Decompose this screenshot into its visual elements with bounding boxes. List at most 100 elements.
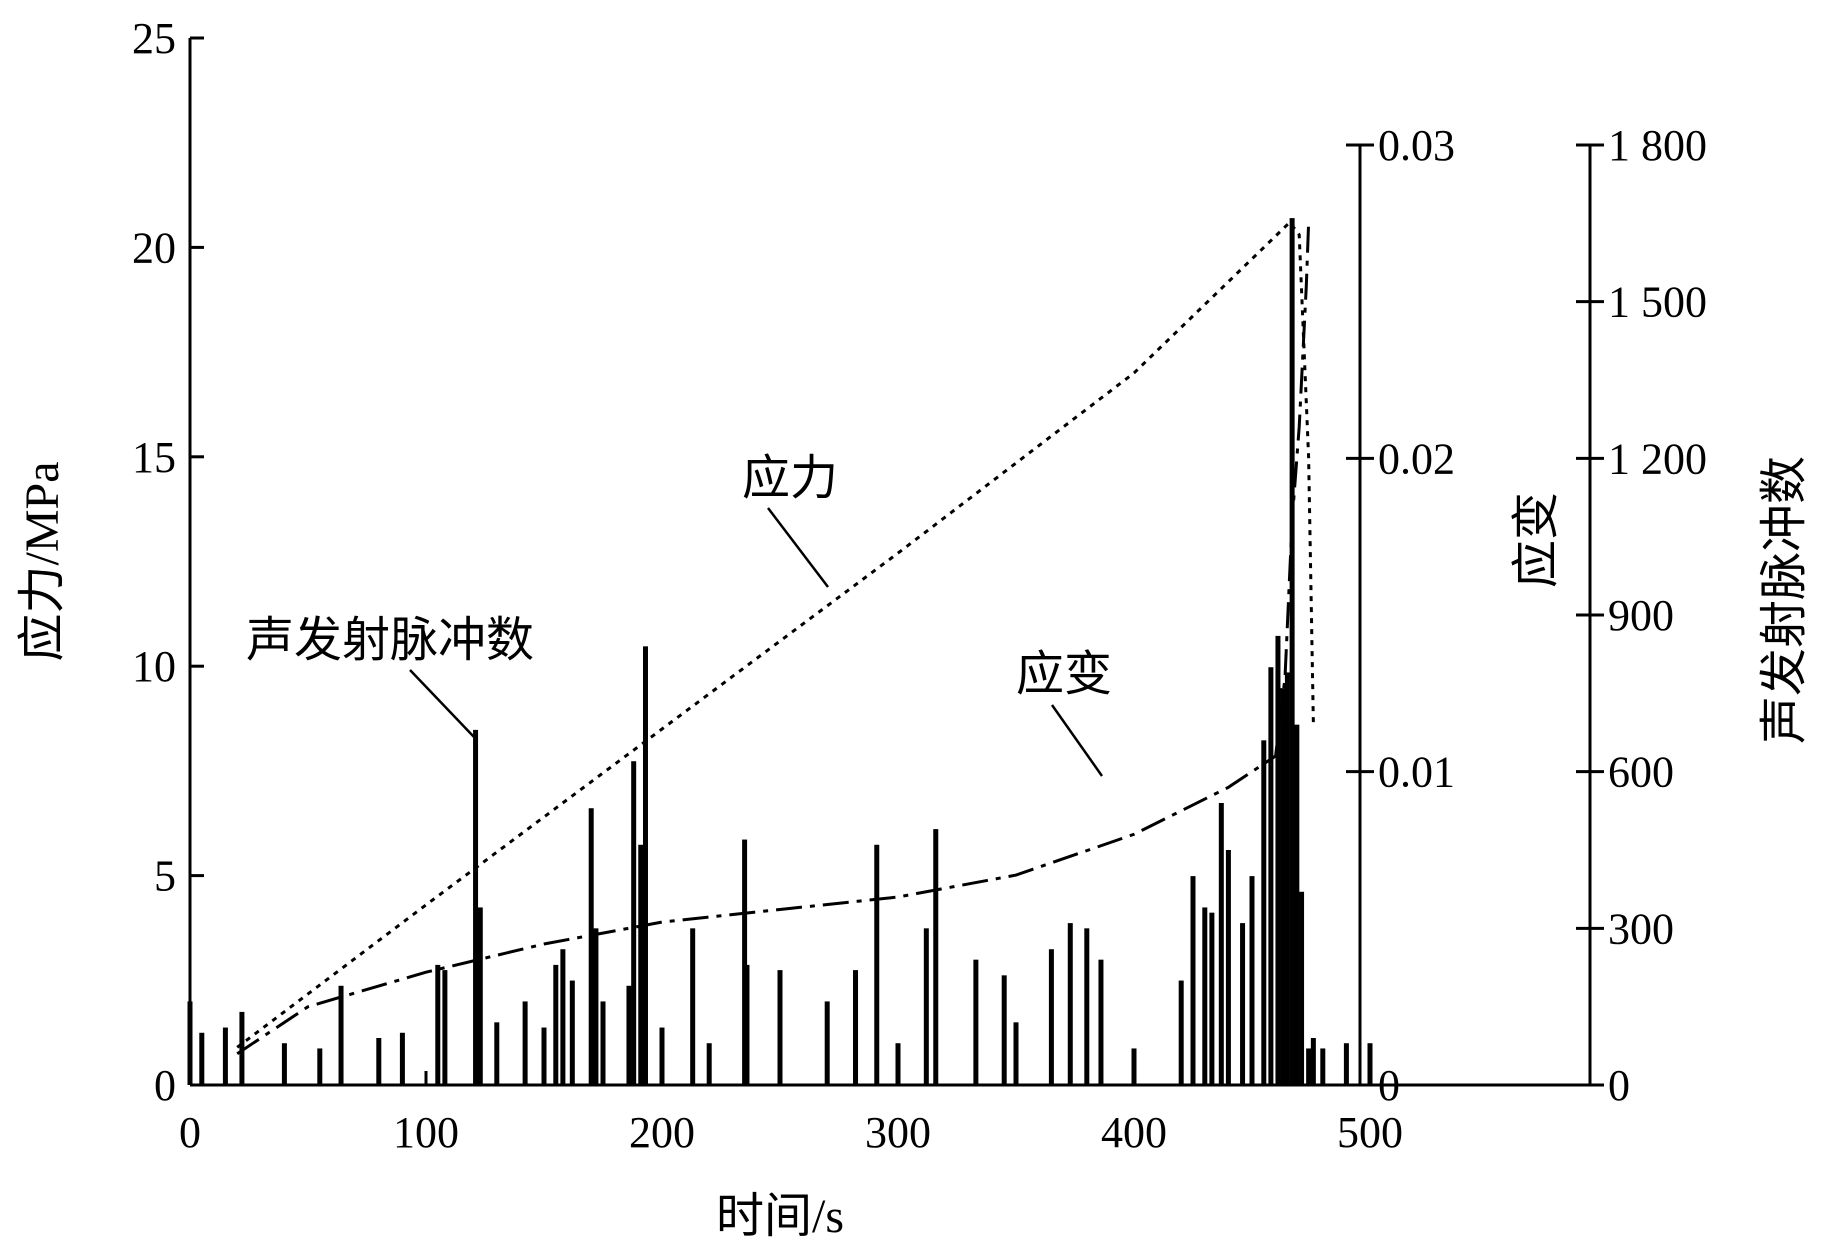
ae-bar xyxy=(560,949,566,1085)
annotation-label: 声发射脉冲数 xyxy=(246,614,534,667)
annotation-leader xyxy=(1050,704,1104,777)
ae-bar xyxy=(553,964,559,1085)
ae-bar xyxy=(399,1032,405,1085)
ae-bar xyxy=(1067,923,1073,1085)
ae-bar xyxy=(1190,876,1196,1085)
annotation-leader xyxy=(409,669,475,738)
series-line-stress xyxy=(236,220,1315,1049)
x-tick-label: 300 xyxy=(865,1108,931,1157)
ae-bar xyxy=(895,1043,901,1085)
stress-tick-label: 10 xyxy=(132,642,176,691)
series-lines xyxy=(236,220,1315,1055)
ae-bar xyxy=(1280,688,1286,1085)
ae-bar xyxy=(222,1027,228,1085)
ae-pulse-bars xyxy=(187,218,1373,1086)
ae-bar xyxy=(1268,667,1274,1085)
series-line-strain xyxy=(236,223,1311,1055)
ae-tick-label: 0 xyxy=(1608,1061,1630,1110)
ae-bar xyxy=(569,980,575,1085)
ae-bar xyxy=(593,928,599,1085)
ae-tick-label: 1 800 xyxy=(1608,121,1707,170)
axes: 0 100 200 300 400 500 时间/s 0 5 10 15 20 25 应力/MPa 0 0.0… xyxy=(16,14,1811,1243)
ae-bar xyxy=(1306,1048,1312,1085)
ae-axis-title: 声发射脉冲数 xyxy=(1758,456,1811,744)
ae-bar xyxy=(1275,635,1281,1085)
ae-bar xyxy=(1013,1022,1019,1085)
strain-tick-label: 0.03 xyxy=(1378,121,1455,170)
ae-bar xyxy=(853,970,859,1085)
stress-axis-title: 应力/MPa xyxy=(16,461,69,661)
ae-bar xyxy=(1284,672,1290,1085)
ae-bar xyxy=(690,928,696,1085)
ae-bar xyxy=(376,1038,382,1085)
ae-bar xyxy=(1098,959,1104,1085)
x-tick-label: 500 xyxy=(1337,1108,1403,1157)
ae-bar xyxy=(541,1027,547,1085)
ae-bar xyxy=(1202,907,1208,1085)
ae-bar xyxy=(1209,912,1215,1085)
ae-bar xyxy=(1240,923,1246,1085)
stress-tick-label: 15 xyxy=(132,433,176,482)
ae-bar xyxy=(1367,1043,1373,1085)
ae-bar xyxy=(1084,928,1090,1085)
strain-axis-title: 应变 xyxy=(1510,492,1563,588)
ae-bar xyxy=(1261,740,1267,1085)
ae-bar xyxy=(1320,1048,1326,1085)
ae-bar xyxy=(1131,1048,1137,1085)
ae-bar xyxy=(1289,218,1295,1086)
ae-bar xyxy=(281,1043,287,1085)
ae-bar xyxy=(626,985,632,1085)
ae-bar xyxy=(1225,850,1231,1085)
ae-bar xyxy=(638,844,644,1085)
ae-bar xyxy=(1001,975,1007,1085)
annotation-leader xyxy=(767,507,829,588)
ae-bar xyxy=(1343,1043,1349,1085)
x-tick-label: 400 xyxy=(1101,1108,1167,1157)
ae-bar xyxy=(631,761,637,1085)
ae-bar xyxy=(435,964,441,1085)
ae-bar xyxy=(824,1001,830,1085)
ae-tick-label: 1 500 xyxy=(1608,278,1707,327)
ae-bar xyxy=(1218,803,1224,1085)
annotation-label: 应变 xyxy=(1016,648,1112,701)
ae-bar xyxy=(1299,891,1305,1085)
ae-bar xyxy=(874,844,880,1085)
x-tick-label: 0 xyxy=(179,1108,201,1157)
ae-tick-label: 300 xyxy=(1608,904,1674,953)
stress-tick-label: 0 xyxy=(154,1061,176,1110)
ae-bar xyxy=(588,808,594,1085)
x-tick-label: 200 xyxy=(629,1108,695,1157)
ae-tick-label: 600 xyxy=(1608,748,1674,797)
ae-bar xyxy=(442,970,448,1085)
ae-bar xyxy=(1178,980,1184,1085)
stress-tick-label: 20 xyxy=(132,223,176,272)
ae-bar xyxy=(1310,1038,1316,1085)
ae-bar xyxy=(1294,724,1300,1085)
ae-bar xyxy=(777,970,783,1085)
ae-bar xyxy=(199,1032,205,1085)
strain-tick-label: 0.01 xyxy=(1378,748,1455,797)
ae-bar xyxy=(659,1027,665,1085)
ae-bar xyxy=(933,829,939,1085)
stress-tick-label: 25 xyxy=(132,14,176,63)
strain-tick-label: 0 xyxy=(1378,1061,1400,1110)
ae-tick-label: 1 200 xyxy=(1608,434,1707,483)
ae-bar xyxy=(706,1043,712,1085)
strain-tick-label: 0.02 xyxy=(1378,434,1455,483)
ae-bar xyxy=(522,1001,528,1085)
stress-tick-label: 5 xyxy=(154,852,176,901)
ae-bar xyxy=(744,964,750,1085)
ae-bar xyxy=(973,959,979,1085)
ae-bar xyxy=(923,928,929,1085)
ae-bar xyxy=(239,1011,245,1085)
ae-bar xyxy=(642,646,648,1085)
ae-bar xyxy=(317,1048,323,1085)
ae-bar xyxy=(494,1022,500,1085)
ae-bar xyxy=(473,729,479,1085)
ae-bar xyxy=(600,1001,606,1085)
ae-bar xyxy=(742,839,748,1085)
ae-tick-label: 900 xyxy=(1608,591,1674,640)
annotation-label: 应力 xyxy=(742,452,838,505)
